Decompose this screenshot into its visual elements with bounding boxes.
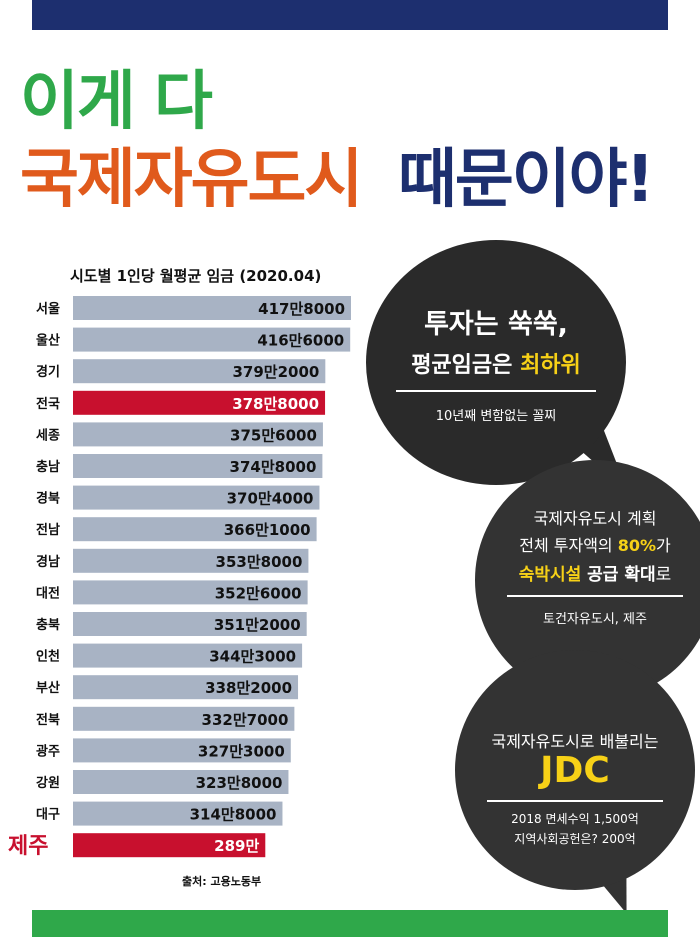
- bar: [73, 612, 307, 636]
- bar: [73, 738, 291, 763]
- value-label: 327만3000: [198, 742, 285, 760]
- bubble2-line2: 전체 투자액의 80%가: [475, 532, 700, 556]
- headline-line2-tail: 때문이야!: [398, 143, 655, 217]
- value-label: 374만8000: [230, 458, 317, 476]
- bubble2-highlight-lodging: 숙박시설: [518, 565, 582, 585]
- bar: [73, 580, 308, 605]
- bubble2-divider: [507, 595, 683, 597]
- speech-bubble-jdc: 국제자유도시로 배불리는 JDC 2018 면세수익 1,500억 지역사회공헌…: [455, 650, 695, 890]
- category-label: 울산: [36, 333, 60, 349]
- category-label: 전북: [36, 712, 60, 728]
- category-label: 충북: [36, 617, 60, 633]
- category-label: 세종: [36, 428, 60, 443]
- bubble1-headline: 투자는 쑥쑥,: [424, 309, 568, 340]
- bar: [73, 390, 326, 415]
- bubble2-line1: 국제자유도시 계획: [533, 509, 657, 528]
- category-label: 제주: [8, 834, 48, 859]
- value-label: 366만1000: [224, 521, 311, 539]
- category-label: 인천: [36, 649, 60, 665]
- chart-source: 출처: 고용노동부: [182, 875, 262, 888]
- value-label: 378만8000: [232, 395, 319, 413]
- value-label: 370만4000: [227, 490, 314, 508]
- bubble2-line3: 숙박시설 공급 확대로: [475, 560, 700, 585]
- value-label: 338만2000: [205, 679, 292, 697]
- value-label: 344만3000: [209, 648, 296, 666]
- top-banner-bar: [32, 0, 668, 30]
- bar: [73, 833, 266, 858]
- bubble2-highlight-percent: 80%: [617, 536, 657, 555]
- bubble1-line2-text: 평균임금은: [411, 353, 521, 378]
- bubble3-sub1: 2018 면세수익 1,500억: [511, 812, 639, 826]
- category-label: 경남: [36, 554, 60, 570]
- bubble2-line3-mid: 공급: [581, 565, 625, 585]
- category-label: 서울: [36, 301, 60, 317]
- bar: [73, 454, 323, 478]
- category-label: 강원: [36, 775, 60, 791]
- value-label: 352만6000: [215, 584, 302, 602]
- category-label: 충남: [36, 459, 60, 475]
- bubble1-highlight: 최하위: [520, 353, 581, 378]
- bar: [73, 422, 323, 447]
- category-label: 대구: [36, 808, 60, 823]
- bubble1-line2: 평균임금은 최하위: [366, 347, 626, 379]
- bubble3-sub2: 지역사회공헌은? 200억: [514, 832, 636, 846]
- category-label: 경기: [36, 364, 60, 380]
- bar: [73, 770, 289, 794]
- bar: [73, 548, 309, 573]
- wage-bar-chart: 서울 417만8000 울산 416만6000 경기 379만2000 전국 378만8000…: [8, 296, 351, 859]
- bar: [73, 296, 351, 320]
- bubble3-jdc: JDC: [540, 750, 610, 791]
- category-label: 광주: [36, 744, 60, 759]
- bar: [73, 359, 326, 384]
- bar: [73, 643, 303, 668]
- value-label: 379만2000: [232, 363, 319, 381]
- value-label: 289만: [214, 837, 259, 855]
- bar: [73, 801, 283, 826]
- chart-title: 시도별 1인당 월평균 임금 (2020.04): [70, 267, 322, 285]
- value-label: 314만8000: [190, 806, 277, 824]
- category-label: 전국: [36, 396, 60, 412]
- bar: [73, 675, 299, 700]
- bubble2-sub: 토건자유도시, 제주: [543, 612, 647, 627]
- value-label: 323만8000: [196, 774, 283, 792]
- bottom-banner-bar: [32, 910, 668, 937]
- headline-line1: 이게 다: [20, 65, 213, 139]
- category-label: 대전: [36, 585, 60, 601]
- bubble3-divider: [487, 800, 663, 802]
- value-label: 375만6000: [230, 426, 317, 444]
- bubble1-divider: [396, 390, 596, 392]
- value-label: 351만2000: [214, 616, 301, 634]
- bubble3-line1: 국제자유도시로 배불리는: [491, 732, 659, 751]
- headline-line2-highlight: 국제자유도시: [20, 143, 363, 217]
- bubble2-line3-suffix: 로: [655, 565, 672, 585]
- value-label: 416만6000: [257, 332, 344, 350]
- category-label: 부산: [36, 680, 60, 696]
- category-label: 경북: [36, 491, 60, 507]
- bar: [73, 485, 320, 510]
- speech-bubble-investment: 투자는 쑥쑥, 평균임금은 최하위 10년째 변함없는 꼴찌: [366, 240, 626, 485]
- value-label: 332만7000: [202, 711, 289, 729]
- value-label: 417만8000: [258, 300, 345, 318]
- bar: [73, 327, 351, 352]
- bar: [73, 517, 317, 542]
- bar: [73, 706, 295, 731]
- value-label: 353만8000: [216, 553, 303, 571]
- bubble1-sub: 10년째 변함없는 꼴찌: [435, 409, 557, 424]
- category-label: 전남: [36, 522, 60, 538]
- bubble2-line3-bold: 확대: [624, 565, 656, 585]
- bubble2-line2-suffix: 가: [656, 536, 671, 555]
- bubble2-line2-text: 전체 투자액의: [519, 536, 618, 555]
